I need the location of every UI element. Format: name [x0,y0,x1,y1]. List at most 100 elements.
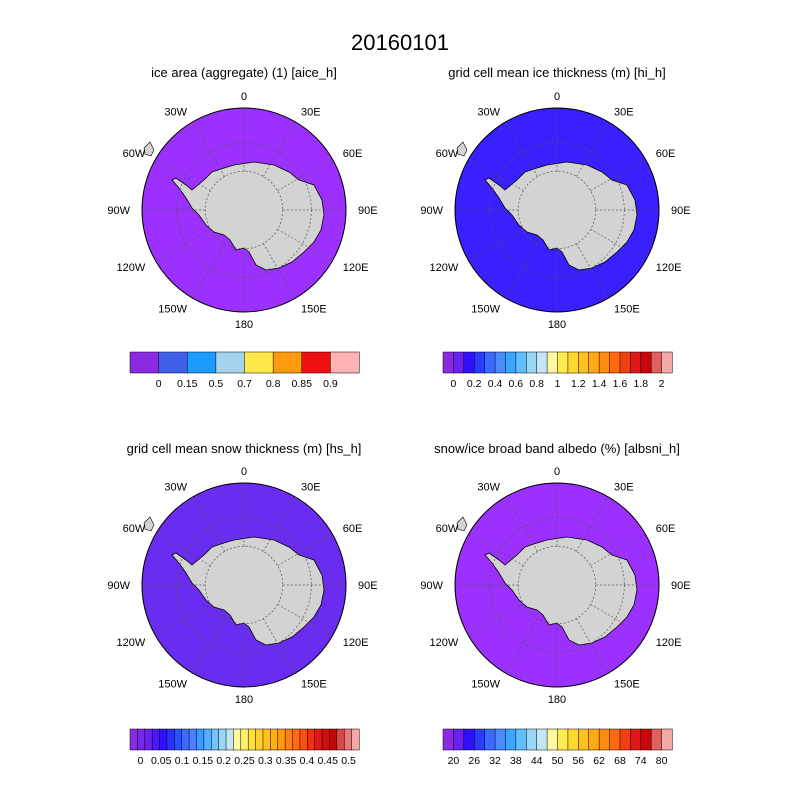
longitude-label: 0 [241,91,247,103]
colorbar-cell [247,728,257,751]
longitude-label: 30W [477,106,500,118]
colorbar-label: 80 [656,755,668,767]
colorbar-label: 0.15 [193,755,214,767]
longitude-label: 0 [554,91,560,103]
colorbar-label: 0.85 [292,378,313,390]
colorbar-cell [225,728,234,751]
colorbar-cell [536,351,548,374]
colorbar-cell [329,728,338,751]
colorbar-label: 32 [489,755,501,767]
colorbar: 0 0.05 0.1 0.15 0.2 0.25 0.3 0.35 0.4 0.45 0.5 [129,728,360,767]
colorbar: 0 0.15 0.5 0.7 0.8 0.85 0.9 [129,351,360,390]
colorbar-cell [137,728,146,751]
longitude-label: 30W [164,481,187,493]
colorbar-cell [494,351,507,374]
colorbar-label: 0.45 [318,755,339,767]
longitude-label: 150E [301,679,327,691]
colorbar-cell [188,728,198,751]
colorbar-cell [292,728,301,751]
longitude-label: 30E [301,481,321,493]
colorbar-cell [233,728,242,751]
colorbar-label: 0.8 [529,378,544,390]
longitude-label: 120W [117,637,146,649]
colorbar-label: 62 [593,755,605,767]
colorbar-cell [330,351,360,374]
longitude-label: 60W [436,523,459,535]
colorbar-label: 0.6 [509,378,524,390]
colorbar-cell [588,728,600,751]
longitude-label: 0 [241,466,247,478]
longitude-label: 30W [477,481,500,493]
longitude-label: 120W [430,262,459,274]
south-america-tip [143,141,155,157]
colorbar-cell [463,351,475,374]
colorbar-cell [343,728,353,751]
colorbar-label: 1 [555,378,561,390]
south-america-tip [456,516,468,532]
colorbar-cell [244,351,274,374]
colorbar-cell [453,351,465,374]
colorbar-label: 0.1 [175,755,190,767]
colorbar-label: 38 [510,755,522,767]
colorbar-cell [661,728,673,751]
colorbar-label: 0.5 [209,378,224,390]
colorbar-cell [351,728,360,751]
colorbar-label: 0.4 [488,378,503,390]
colorbar-cell [578,351,590,374]
longitude-label: 60E [656,148,676,160]
panel-title: grid cell mean ice thickness (m) [hi_h] [448,65,665,80]
colorbar-cell [526,728,538,751]
colorbar-cell [299,728,308,751]
colorbar-cell [484,728,496,751]
longitude-label: 150W [158,679,187,691]
colorbar-cell [640,728,652,751]
colorbar-cell [619,351,631,374]
colorbar-cell [526,351,538,374]
colorbar-cell [609,728,621,751]
longitude-label: 150E [301,304,327,316]
south-america-tip [143,516,155,532]
colorbar-cell [650,728,663,751]
panel-albsni: snow/ice broad band albedo (%) [albsni_h… [420,441,690,767]
colorbar-cell [661,351,673,374]
colorbar-label: 0.8 [266,378,281,390]
colorbar-cell [588,351,600,374]
longitude-label: 90E [671,205,691,217]
colorbar-label: 20 [448,755,460,767]
colorbar-cell [151,728,161,751]
colorbar-cell [515,728,527,751]
longitude-label: 120E [656,262,682,274]
longitude-label: 60W [123,523,146,535]
colorbar-cell [321,728,331,751]
longitude-label: 150W [471,679,500,691]
colorbar-cell [129,351,160,374]
longitude-label: 90E [358,580,378,592]
colorbar-cell [181,728,190,751]
colorbar-label: 0.7 [237,378,252,390]
longitude-label: 180 [548,694,566,706]
colorbar-cell [505,351,517,374]
colorbar-label: 1.6 [613,378,628,390]
colorbar-cell [218,728,227,751]
longitude-label: 180 [235,319,253,331]
longitude-label: 90W [420,580,443,592]
longitude-label: 120E [656,637,682,649]
colorbar-cell [640,351,652,374]
colorbar-cell [442,351,454,374]
colorbar-label: 0.5 [341,755,356,767]
longitude-label: 90W [107,205,130,217]
antarctica-landmass [484,536,638,646]
colorbar-cell [240,728,249,751]
colorbar-label: 1.4 [592,378,607,390]
colorbar-cell [144,728,153,751]
colorbar-label: 0.3 [258,755,273,767]
colorbar-label: 0 [450,378,456,390]
colorbar-cell [307,728,316,751]
longitude-label: 60E [343,148,363,160]
colorbar-cell [166,728,175,751]
colorbar-cell [494,728,507,751]
colorbar-cell [463,728,475,751]
colorbar-label: 0 [137,755,143,767]
colorbar-cell [255,728,264,751]
colorbar-cell [203,728,212,751]
